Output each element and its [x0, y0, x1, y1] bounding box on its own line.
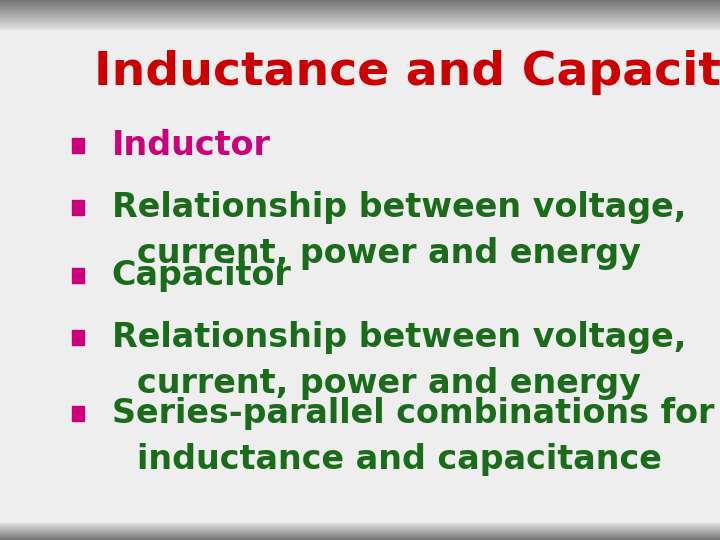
Text: Inductor: Inductor	[112, 129, 271, 163]
Text: current, power and energy: current, power and energy	[137, 367, 641, 400]
Text: Relationship between voltage,: Relationship between voltage,	[112, 321, 686, 354]
Text: current, power and energy: current, power and energy	[137, 237, 641, 271]
Bar	[72, 268, 84, 283]
Text: Inductance and Capacitance: Inductance and Capacitance	[94, 50, 720, 96]
Text: Series-parallel combinations for: Series-parallel combinations for	[112, 396, 714, 430]
Bar	[72, 330, 84, 345]
Bar	[72, 406, 84, 421]
Bar	[72, 200, 84, 215]
Text: Relationship between voltage,: Relationship between voltage,	[112, 191, 686, 225]
Text: inductance and capacitance: inductance and capacitance	[137, 442, 662, 476]
Bar	[72, 138, 84, 153]
Text: Capacitor: Capacitor	[112, 259, 292, 292]
